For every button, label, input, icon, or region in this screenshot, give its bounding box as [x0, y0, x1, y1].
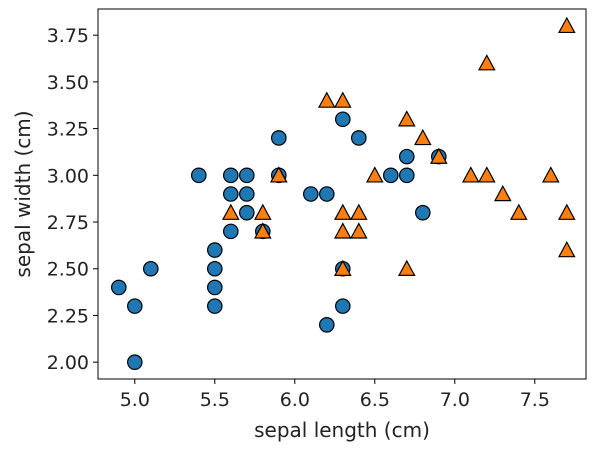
data-point-circle — [191, 167, 207, 184]
data-point-circle — [207, 242, 223, 258]
y-axis: 2.00 2.25 2.50 2.75 3.00 3.25 3.50 3.75 — [47, 25, 98, 374]
x-tick-label: 7.0 — [440, 389, 470, 411]
data-point-circle — [223, 223, 239, 240]
data-point-triangle — [557, 16, 576, 34]
x-tick-label: 6.5 — [360, 389, 390, 411]
data-point-circle — [127, 354, 143, 370]
data-point-triangle — [557, 203, 576, 220]
data-point-circle — [111, 279, 127, 296]
data-point-circle — [318, 317, 335, 333]
y-tick-label: 2.00 — [47, 352, 89, 374]
data-point-triangle — [333, 259, 352, 276]
x-tick-label: 5.0 — [120, 389, 150, 411]
data-point-circle — [398, 167, 415, 184]
data-point-triangle — [461, 166, 480, 183]
data-point-circle — [239, 186, 255, 202]
data-point-circle — [318, 186, 335, 202]
data-point-circle — [207, 260, 223, 277]
data-point-circle — [334, 111, 351, 128]
x-axis-label: sepal length (cm) — [254, 418, 430, 442]
data-point-triangle — [509, 203, 528, 220]
data-point-circle — [223, 167, 239, 184]
data-point-triangle — [557, 240, 576, 258]
data-point-triangle — [333, 91, 352, 108]
data-points — [111, 16, 576, 370]
data-point-circle — [223, 186, 239, 202]
y-tick-label: 2.25 — [47, 305, 89, 327]
data-point-triangle — [253, 203, 272, 220]
data-point-triangle — [429, 147, 448, 164]
data-point-triangle — [477, 54, 496, 71]
y-tick-label: 3.75 — [47, 25, 89, 47]
data-point-circle — [239, 204, 255, 221]
data-point-triangle — [253, 222, 272, 239]
data-point-circle — [382, 167, 399, 184]
data-point-triangle — [333, 222, 352, 239]
data-point-triangle — [397, 110, 416, 127]
y-tick-label: 3.25 — [47, 119, 89, 141]
data-point-triangle — [493, 184, 512, 202]
data-point-triangle — [477, 166, 496, 183]
y-tick-label: 3.00 — [47, 165, 89, 187]
y-tick-label: 3.50 — [47, 72, 89, 94]
plot-frame — [97, 8, 587, 380]
data-point-triangle — [397, 259, 416, 276]
data-point-circle — [207, 279, 223, 296]
data-point-circle — [414, 204, 431, 221]
data-point-circle — [350, 130, 367, 146]
data-point-triangle — [269, 166, 288, 183]
data-point-circle — [143, 260, 159, 277]
data-point-circle — [334, 298, 351, 314]
data-point-triangle — [221, 203, 240, 220]
x-axis: 5.0 5.5 6.0 6.5 7.0 7.5 — [120, 379, 550, 411]
data-point-triangle — [413, 128, 432, 146]
y-tick-label: 2.50 — [47, 259, 89, 281]
x-tick-label: 7.5 — [520, 389, 550, 411]
data-point-triangle — [365, 166, 384, 183]
data-point-triangle — [349, 222, 368, 239]
x-tick-label: 5.5 — [200, 389, 230, 411]
data-point-triangle — [317, 91, 336, 108]
data-point-triangle — [349, 203, 368, 220]
data-point-triangle — [333, 203, 352, 220]
data-point-circle — [127, 298, 143, 314]
data-point-circle — [302, 186, 319, 202]
y-axis-label: sepal width (cm) — [11, 110, 35, 277]
x-tick-label: 6.0 — [280, 389, 310, 411]
data-point-circle — [207, 298, 223, 314]
y-tick-label: 2.75 — [47, 212, 89, 234]
data-point-circle — [239, 167, 255, 184]
data-point-triangle — [541, 166, 560, 183]
data-point-circle — [398, 148, 415, 165]
data-point-circle — [270, 130, 287, 146]
